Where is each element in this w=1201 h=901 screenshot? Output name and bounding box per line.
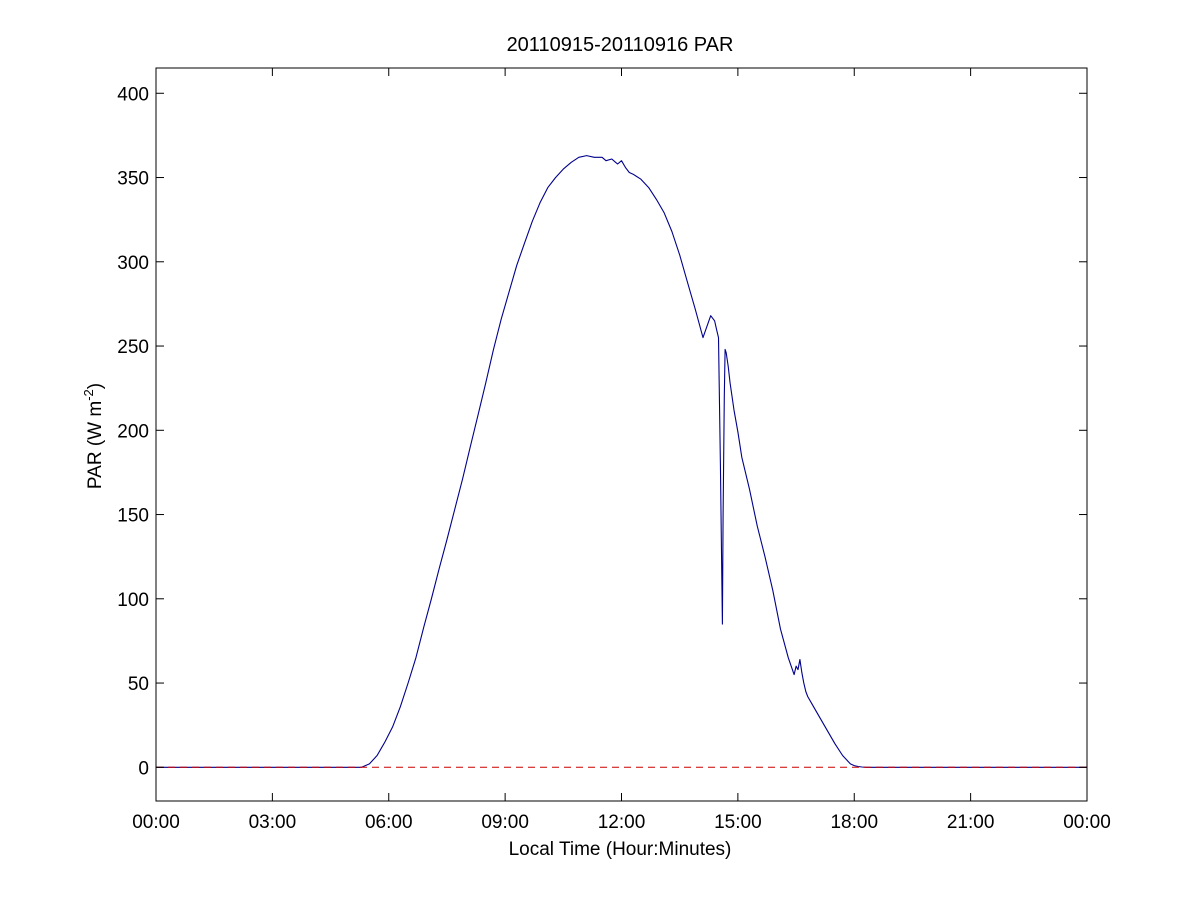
plot-frame (155, 67, 1088, 802)
y-tick-label: 300 (117, 253, 149, 274)
y-tick-label: 200 (117, 421, 149, 442)
x-tick-label: 12:00 (598, 812, 646, 833)
x-tick-label: 09:00 (481, 812, 529, 833)
x-tick-label: 18:00 (830, 812, 878, 833)
plot-area (156, 155, 1087, 768)
y-tick-label: 50 (128, 674, 149, 695)
y-axis-label: PAR (W m-2) (81, 383, 106, 489)
y-tick-label: 150 (117, 506, 149, 527)
x-tick-label: 06:00 (365, 812, 413, 833)
y-tick-label: 350 (117, 169, 149, 190)
y-axis: 0 50 100 150 200 250 300 350 400 (117, 84, 1087, 779)
x-tick-label: 03:00 (249, 812, 297, 833)
y-axis-label-superscript: -2 (81, 389, 96, 401)
x-axis-label: Local Time (Hour:Minutes) (509, 839, 732, 860)
x-tick-label: 00:00 (1063, 812, 1111, 833)
x-tick-label: 15:00 (714, 812, 762, 833)
x-axis: 00:00 03:00 06:00 09:00 12:00 15:00 18:00 21:00… (132, 68, 1111, 833)
x-tick-label: 00:00 (132, 812, 180, 833)
y-tick-label: 400 (117, 84, 149, 105)
y-tick-label: 0 (138, 758, 149, 779)
y-axis-label-suffix: ) (85, 383, 106, 389)
series-line-0 (156, 155, 1087, 768)
chart-title: 20110915-20110916 PAR (507, 34, 734, 56)
y-tick-label: 100 (117, 590, 149, 611)
y-tick-label: 250 (117, 337, 149, 358)
y-axis-label-prefix: PAR (W m (85, 401, 106, 489)
x-tick-label: 21:00 (947, 812, 995, 833)
